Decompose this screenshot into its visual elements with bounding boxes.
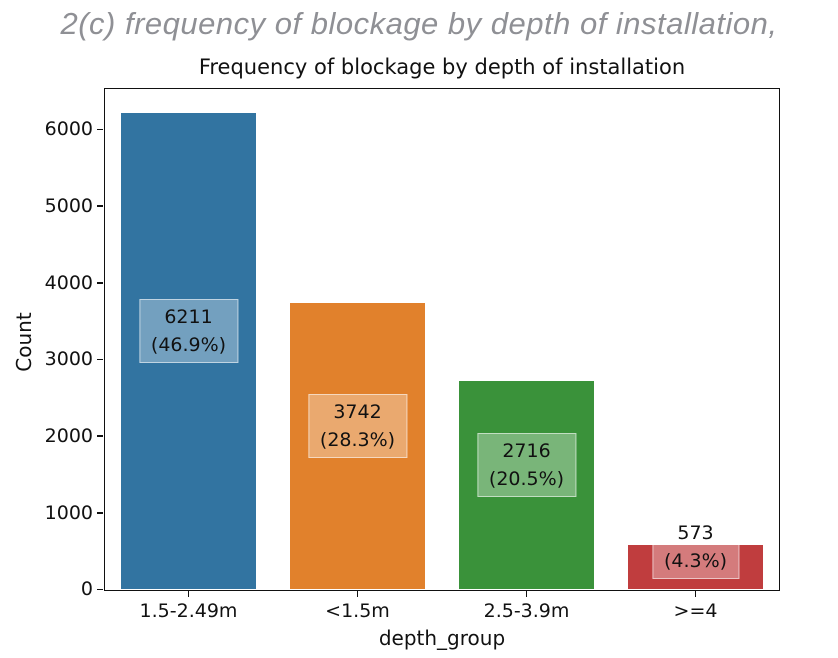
- y-tick-label: 5000: [44, 195, 93, 218]
- y-tick-mark: [97, 588, 103, 591]
- y-tick-label: 4000: [44, 271, 93, 294]
- y-tick-mark: [97, 358, 103, 361]
- x-tick-label: >=4: [673, 600, 718, 622]
- y-tick-mark: [97, 511, 103, 514]
- x-tick-mark: [525, 591, 528, 597]
- y-axis-label: Count: [12, 312, 36, 372]
- y-tick-label: 0: [80, 578, 93, 601]
- y-tick-label: 2000: [44, 425, 93, 448]
- x-tick-mark: [356, 591, 359, 597]
- x-tick-label: <1.5m: [325, 600, 390, 622]
- x-tick-mark: [187, 591, 190, 597]
- y-tick-label: 3000: [44, 348, 93, 371]
- y-tick-mark: [97, 205, 103, 207]
- x-tick-label: 2.5-3.9m: [483, 600, 570, 622]
- figure-caption: 2(c) frequency of blockage by depth of i…: [60, 6, 778, 41]
- bar-value-label: 573 (4.3%): [651, 515, 740, 580]
- y-tick-mark: [97, 281, 103, 284]
- bar-<1.5m: [290, 302, 425, 590]
- bar->=4: [628, 545, 763, 590]
- y-tick-mark: [97, 128, 103, 131]
- bar-value-label: 3742 (28.3%): [307, 393, 408, 458]
- x-axis-label: depth_group: [378, 626, 506, 650]
- bar-value-label: 2716 (20.5%): [476, 433, 577, 498]
- x-tick-mark: [694, 591, 697, 597]
- bar-1.5-2.49m: [121, 113, 256, 590]
- y-tick-label: 1000: [44, 501, 93, 524]
- x-tick-label: 1.5-2.49m: [139, 600, 238, 622]
- bar-value-label: 6211 (46.9%): [138, 299, 239, 364]
- y-tick-label: 6000: [44, 118, 93, 141]
- bar-2.5-3.9m: [459, 381, 594, 590]
- y-tick-mark: [97, 435, 103, 437]
- chart-title: Frequency of blockage by depth of instal…: [198, 55, 686, 79]
